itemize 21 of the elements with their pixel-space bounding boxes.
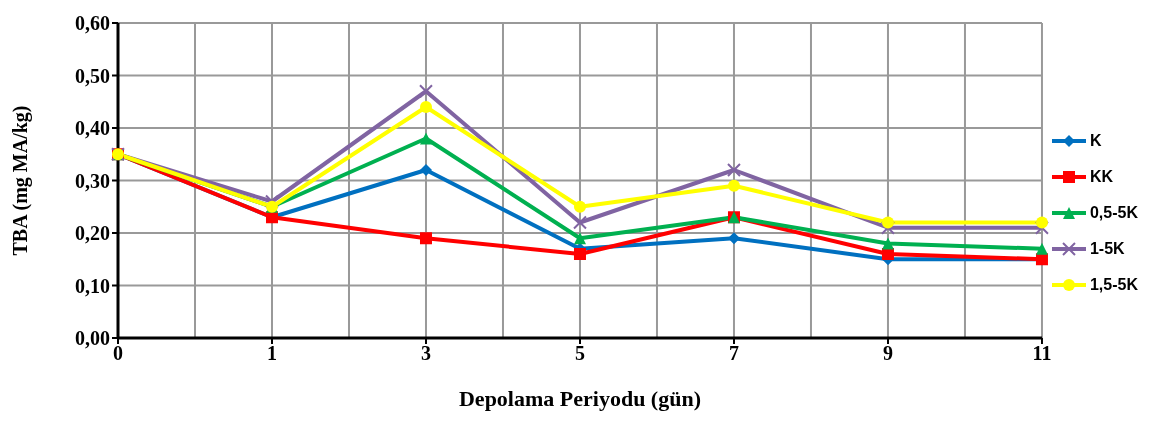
legend-label: KK — [1089, 168, 1114, 186]
legend-label: 1,5-5K — [1089, 276, 1138, 294]
legend-label: 1-5K — [1089, 240, 1125, 258]
x-axis-title: Depolama Periyodu (gün) — [458, 386, 701, 411]
y-tick-label: 0,40 — [75, 117, 110, 140]
x-tick-label: 7 — [728, 342, 739, 365]
legend-label: 0,5-5K — [1089, 204, 1138, 222]
x-tick-label: 5 — [574, 342, 585, 365]
x-tick-label: 3 — [420, 342, 431, 365]
y-tick-label: 0,20 — [75, 222, 110, 245]
x-tick-label: 1 — [266, 342, 277, 365]
x-tick-label: 0 — [113, 342, 123, 365]
x-tick-label: 9 — [882, 342, 893, 365]
y-axis-title: TBA (mg MA/kg) — [9, 105, 33, 256]
x-tick-label: 11 — [1032, 342, 1052, 365]
y-tick-label: 0,50 — [75, 64, 110, 87]
y-tick-label: 0,00 — [75, 327, 110, 350]
y-tick-label: 0,30 — [75, 169, 110, 192]
y-tick-label: 0,10 — [75, 274, 110, 297]
legend-label: K — [1089, 132, 1102, 150]
y-tick-label: 0,60 — [75, 12, 110, 35]
